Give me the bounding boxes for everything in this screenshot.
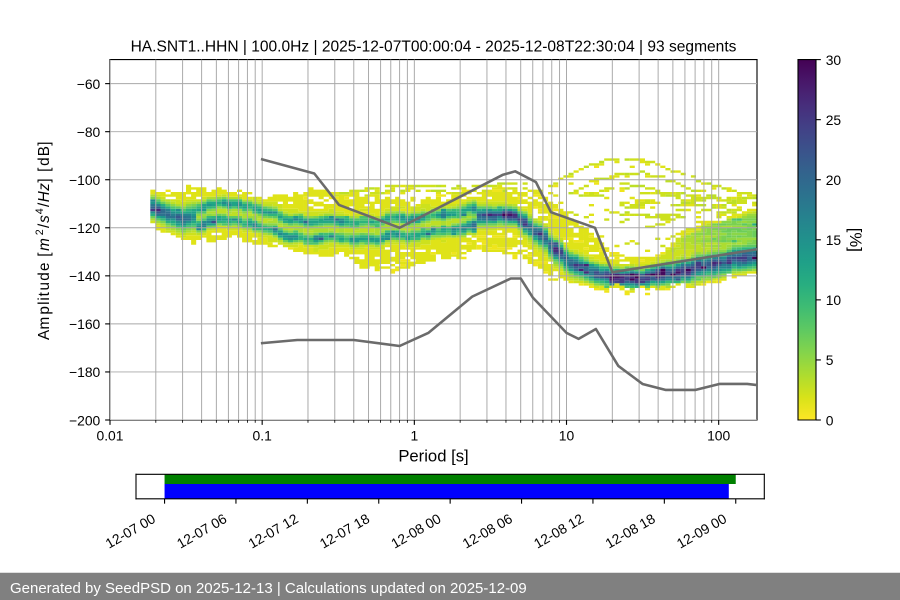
svg-text:0: 0 [826, 412, 834, 428]
svg-text:−60: −60 [77, 76, 101, 92]
svg-text:100: 100 [707, 427, 730, 443]
svg-text:1: 1 [410, 427, 418, 443]
svg-text:Period [s]: Period [s] [398, 446, 468, 465]
svg-text:A m p l: A m p l i t u d e [ / / ] [ d B ] m s H … [23, 135, 54, 340]
svg-text:10: 10 [559, 427, 575, 443]
svg-text:25: 25 [826, 112, 842, 128]
svg-text:[%]: [%] [846, 228, 865, 252]
svg-text:20: 20 [826, 172, 842, 188]
svg-text:−160: −160 [69, 316, 101, 332]
svg-text:−200: −200 [69, 412, 101, 428]
svg-text:30: 30 [826, 52, 842, 68]
svg-text:5: 5 [826, 352, 834, 368]
svg-text:−140: −140 [69, 268, 101, 284]
svg-text:−120: −120 [69, 220, 101, 236]
svg-text:15: 15 [826, 232, 842, 248]
svg-text:HA.SNT1..HHN | 100.0Hz | 2025-: HA.SNT1..HHN | 100.0Hz | 2025-12-07T00:0… [131, 38, 737, 55]
svg-text:−100: −100 [69, 172, 101, 188]
svg-text:0.01: 0.01 [96, 427, 123, 443]
svg-text:−180: −180 [69, 364, 101, 380]
svg-text:−80: −80 [77, 124, 101, 140]
svg-text:Generated by SeedPSD on 2025-1: Generated by SeedPSD on 2025-12-13 | Cal… [10, 580, 527, 597]
svg-text:10: 10 [826, 292, 842, 308]
svg-text:0.1: 0.1 [253, 427, 273, 443]
